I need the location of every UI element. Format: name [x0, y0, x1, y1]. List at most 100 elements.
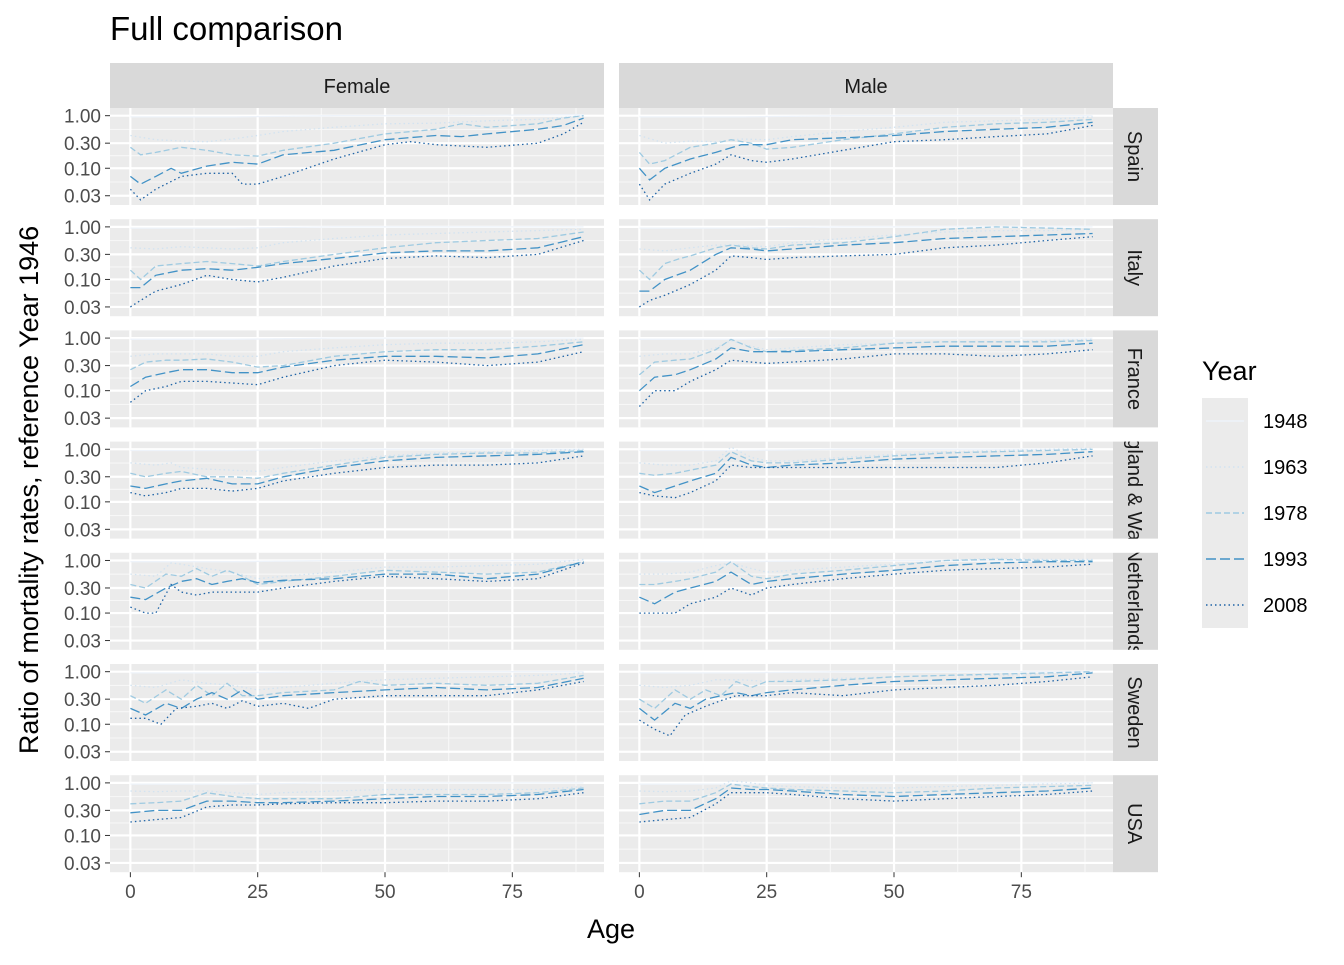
- y-tick-label: 0.03: [64, 409, 101, 430]
- y-tick-label: 0.30: [64, 245, 101, 266]
- strip-label-group-england-wales: England & Wales: [1123, 414, 1145, 567]
- series-line-1978: [639, 558, 1093, 586]
- series-line-2008: [130, 455, 584, 497]
- series-line-1978: [130, 115, 584, 157]
- series-line-1993: [130, 677, 584, 716]
- panel-england-wales-female: [110, 441, 604, 539]
- series-line-1963: [130, 785, 584, 796]
- y-tick-label: 0.30: [64, 357, 101, 378]
- series-line-1963: [130, 115, 584, 143]
- y-tick-label: 1.00: [64, 774, 101, 795]
- series-line-1978: [639, 448, 1093, 476]
- series-line-1993: [639, 561, 1093, 605]
- y-tick-label: 1.00: [64, 218, 101, 239]
- series-line-1978: [130, 449, 584, 479]
- series-line-1993: [130, 344, 584, 388]
- y-tick-label: 0.30: [64, 468, 101, 489]
- x-tick-label: 25: [756, 882, 777, 903]
- panel-sweden-male: [619, 664, 1113, 761]
- strip-label-spain: Spain: [1123, 131, 1145, 182]
- series-line-1948: [639, 448, 1093, 452]
- x-tick-label: 50: [374, 882, 395, 903]
- series-line-1993: [639, 451, 1093, 494]
- series-line-1963: [639, 671, 1093, 689]
- panel-netherlands-female: [110, 552, 604, 650]
- series-line-2008: [639, 455, 1093, 499]
- series-line-1963: [639, 780, 1093, 793]
- chart-title: Full comparison: [110, 10, 343, 47]
- panel-italy-female: [110, 219, 604, 317]
- series-line-1948: [130, 671, 584, 674]
- series-line-1978: [639, 783, 1093, 805]
- series-line-2008: [639, 790, 1093, 823]
- series-line-1978: [129, 231, 584, 281]
- y-tick-label: 0.30: [64, 134, 101, 155]
- y-tick-label: 0.30: [64, 579, 101, 600]
- series-line-2008: [639, 563, 1093, 614]
- panel-sweden-female: [110, 664, 604, 761]
- series-line-1993: [130, 561, 584, 601]
- series-line-2008: [130, 351, 584, 403]
- y-tick-label: 0.10: [64, 826, 101, 847]
- strip-label-group-italy: Italy: [1123, 249, 1145, 286]
- panel-netherlands-male: [619, 552, 1113, 650]
- y-tick-label: 1.00: [64, 107, 101, 128]
- series-line-1993: [130, 788, 584, 814]
- series-line-1963: [639, 228, 1093, 252]
- y-tick-label: 0.03: [64, 298, 101, 319]
- x-tick-label: 25: [247, 882, 268, 903]
- y-tick-label: 1.00: [64, 551, 101, 572]
- series-line-1993: [130, 236, 584, 289]
- legend-label-1948: 1948: [1263, 411, 1308, 433]
- y-tick-label: 1.00: [64, 663, 101, 684]
- series-line-1978: [639, 671, 1093, 710]
- series-line-1948: [639, 559, 1093, 563]
- strip-label-france: France: [1123, 348, 1145, 410]
- strip-france: [1113, 330, 1158, 428]
- x-tick-label: 75: [1011, 882, 1032, 903]
- y-tick-label: 0.03: [64, 632, 101, 653]
- y-tick-label: 0.10: [64, 159, 101, 180]
- strip-label-male: Male: [844, 76, 887, 98]
- y-tick-label: 0.03: [64, 187, 101, 208]
- y-tick-label: 0.03: [64, 854, 101, 875]
- series-line-1978: [130, 674, 584, 705]
- strip-usa: [1113, 775, 1158, 873]
- series-line-1948: [130, 226, 584, 229]
- y-tick-label: 1.00: [64, 329, 101, 350]
- strip-netherlands: [1113, 552, 1158, 650]
- y-tick-label: 0.10: [64, 604, 101, 625]
- legend: Year 1948 1963 1978 1993 2008: [1202, 356, 1308, 628]
- legend-label-1978: 1978: [1263, 503, 1308, 525]
- series-line-1963: [130, 228, 584, 250]
- series-line-2008: [639, 236, 1093, 308]
- series-line-1948: [130, 337, 584, 340]
- series-line-1948: [639, 782, 1093, 785]
- panel-france-male: [619, 330, 1113, 428]
- series-line-1948: [130, 448, 584, 452]
- series-line-1978: [638, 118, 1093, 165]
- panels: Female Male Spain 0.03 0.10 0.30 1.00 Italy 0.03…: [64, 63, 1158, 903]
- legend-label-1993: 1993: [1263, 549, 1308, 571]
- strip-label-group-spain: Spain: [1123, 131, 1145, 182]
- series-line-1948: [130, 559, 584, 563]
- strip-label-england-wales: England & Wales: [1123, 414, 1145, 567]
- y-tick-label: 0.10: [64, 382, 101, 403]
- series-line-1993: [639, 672, 1093, 721]
- y-tick-label: 0.30: [64, 690, 101, 711]
- strip-spain: [1113, 108, 1158, 205]
- x-tick-label: 0: [125, 882, 136, 903]
- legend-title: Year: [1202, 356, 1257, 386]
- strip-label-usa: USA: [1123, 803, 1145, 845]
- y-tick-label: 1.00: [64, 440, 101, 461]
- series-line-1978: [130, 787, 584, 805]
- series-line-2008: [130, 680, 584, 726]
- strip-label-group-sweden: Sweden: [1123, 676, 1145, 748]
- y-axis-label: Ratio of mortality rates, reference Year…: [14, 226, 44, 754]
- series-line-2008: [638, 124, 1093, 201]
- y-tick-label: 0.10: [64, 493, 101, 514]
- series-line-1978: [638, 226, 1093, 281]
- series-line-1963: [639, 557, 1093, 575]
- series-line-1978: [638, 338, 1093, 376]
